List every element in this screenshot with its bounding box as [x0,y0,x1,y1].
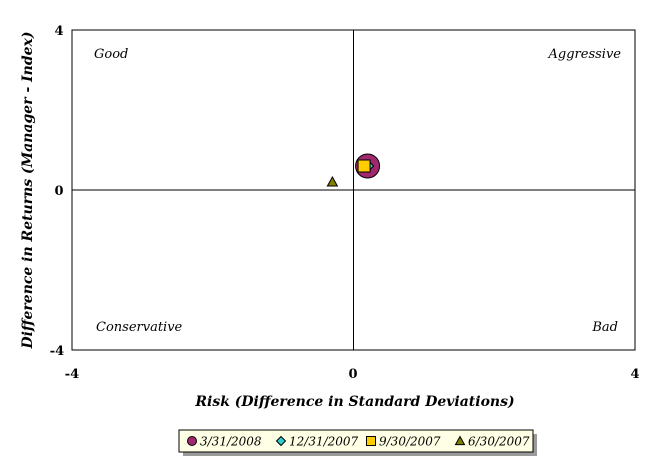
data-points [326,153,381,187]
legend-marker-triangle [454,435,466,446]
quadrant-label-good: Good [94,47,128,62]
x-tick-label: -4 [65,367,79,382]
y-tick-label: -4 [50,344,64,359]
data-point-triangle [326,175,339,187]
legend-marker-square [366,436,376,446]
legend-marker-circle [187,436,197,446]
quadrant-label-bad: Bad [591,320,618,335]
legend-marker-diamond [275,435,287,447]
x-tick-label: 4 [630,367,639,382]
legend [178,429,534,453]
y-tick-label: 4 [54,24,63,39]
y-tick-label: 0 [54,184,63,199]
quadrant-label-aggressive: Aggressive [548,47,622,62]
legend-items: 3/31/2008 12/31/2007 9/30/2007 6/30/2007 [187,435,530,449]
quadrant-label-conservative: Conservative [96,320,183,335]
legend-label: 9/30/2007 [379,435,441,449]
y-axis-title: Difference in Returns (Manager - Index) [20,31,36,349]
data-point-square [357,159,371,173]
x-axis-title: Risk (Difference in Standard Deviations) [194,394,514,410]
legend-label: 3/31/2008 [200,435,262,449]
legend-label: 6/30/2007 [468,435,530,449]
legend-label: 12/31/2007 [289,435,359,449]
x-tick-label: 0 [348,367,357,382]
